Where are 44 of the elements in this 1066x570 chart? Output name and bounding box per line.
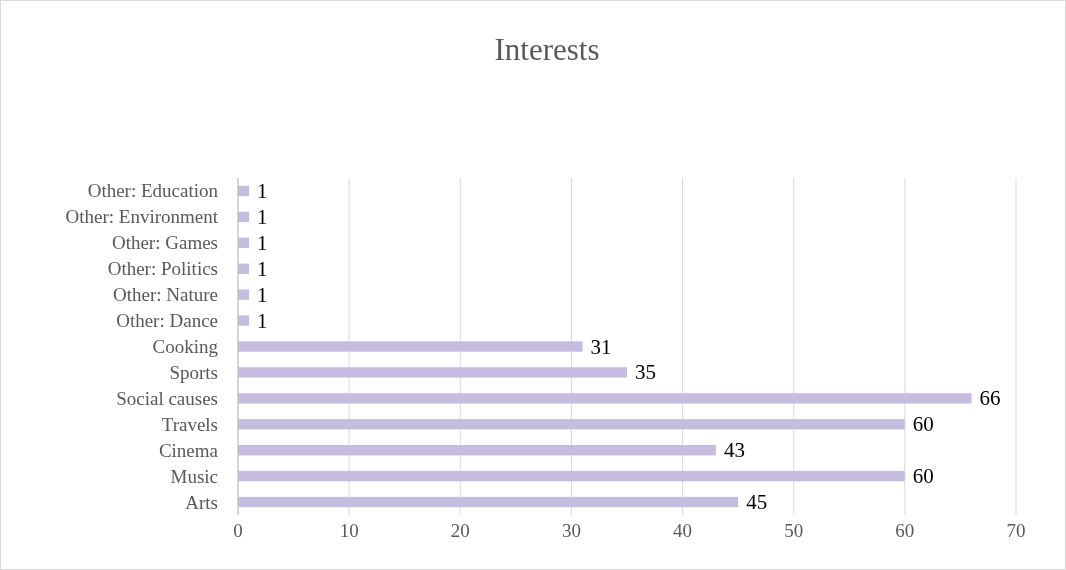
data-label: 66: [979, 386, 1001, 411]
data-label: 60: [912, 412, 934, 437]
bar: [238, 445, 716, 456]
bar: [238, 419, 905, 430]
x-tick-label: 0: [233, 520, 243, 541]
y-tick-label: Other: Nature: [113, 284, 218, 306]
bar: [238, 315, 250, 326]
data-label: 1: [257, 230, 268, 255]
x-tick-label: 50: [784, 520, 804, 541]
bar: [238, 367, 627, 378]
bar: [238, 289, 250, 300]
bar: [238, 341, 583, 352]
data-label: 43: [723, 438, 745, 463]
x-tick-label: 40: [673, 520, 693, 541]
y-tick-label: Travels: [161, 413, 218, 435]
data-label: 1: [257, 204, 268, 229]
data-label: 1: [257, 256, 268, 281]
y-tick-label: Other: Environment: [65, 206, 219, 228]
x-tick-label: 60: [895, 520, 915, 541]
data-label: 35: [635, 360, 656, 385]
y-tick-label: Other: Games: [111, 232, 218, 254]
y-tick-label: Arts: [185, 491, 218, 513]
bar: [238, 393, 972, 404]
y-tick-label: Social causes: [116, 387, 218, 409]
y-tick-label: Other: Dance: [116, 310, 218, 332]
y-tick-label: Sports: [169, 361, 218, 383]
chart-title: Interests: [494, 32, 600, 67]
y-tick-label: Cinema: [158, 439, 219, 461]
data-label: 60: [912, 464, 934, 489]
y-tick-label: Other: Politics: [107, 258, 218, 280]
y-tick-label: Other: Education: [87, 180, 219, 202]
data-label: 45: [746, 490, 768, 515]
x-tick-label: 30: [561, 520, 581, 541]
data-label: 31: [590, 334, 612, 359]
y-tick-label: Music: [170, 465, 218, 487]
data-label: 1: [257, 282, 268, 307]
x-tick-label: 10: [339, 520, 359, 541]
y-tick-label: Cooking: [152, 336, 219, 357]
data-label: 1: [257, 308, 268, 333]
x-tick-label: 20: [450, 520, 470, 541]
x-tick-label: 70: [1006, 520, 1026, 541]
bar: [238, 470, 905, 482]
data-label: 1: [257, 178, 268, 203]
bar: [238, 496, 739, 508]
